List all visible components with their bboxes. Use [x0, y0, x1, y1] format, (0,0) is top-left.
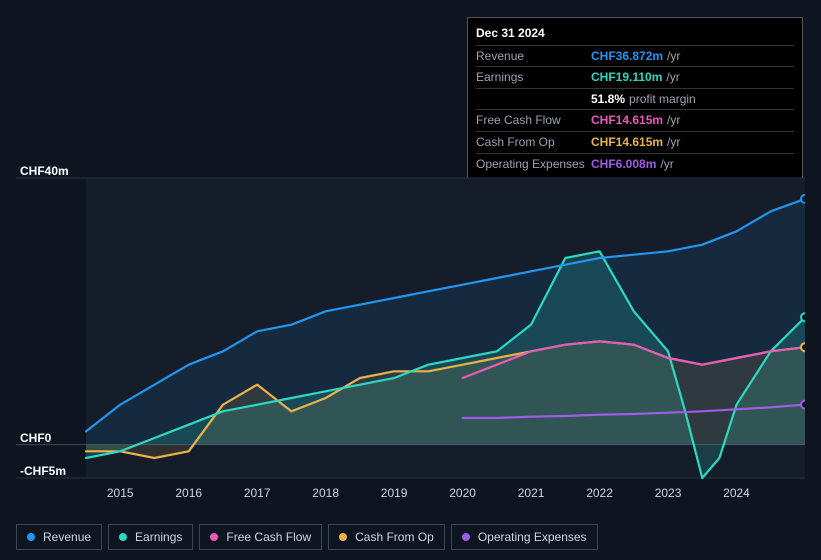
tooltip-row-label [476, 90, 591, 109]
legend-label: Revenue [43, 530, 91, 544]
tooltip-row: EarningsCHF19.110m/yr [476, 66, 794, 88]
x-axis-label: 2024 [723, 486, 750, 500]
tooltip-row-value: 51.8% [591, 90, 625, 109]
legend-swatch [27, 533, 35, 541]
tooltip-row-label: Free Cash Flow [476, 111, 591, 130]
tooltip-row-unit: /yr [667, 47, 680, 66]
x-axis-label: 2015 [107, 486, 134, 500]
chart-legend: Revenue Earnings Free Cash Flow Cash From O… [16, 524, 598, 550]
tooltip-row-label: Revenue [476, 47, 591, 66]
tooltip-row: RevenueCHF36.872m/yr [476, 45, 794, 67]
tooltip-row-value: CHF36.872m [591, 47, 663, 66]
tooltip-row-value: CHF19.110m [591, 68, 662, 87]
legend-swatch [462, 533, 470, 541]
legend-label: Operating Expenses [478, 530, 587, 544]
tooltip-row-value: CHF14.615m [591, 133, 663, 152]
x-axis-label: 2020 [449, 486, 476, 500]
legend-item-revenue[interactable]: Revenue [16, 524, 102, 550]
legend-swatch [210, 533, 218, 541]
y-axis-label: CHF0 [20, 431, 51, 445]
x-axis-label: 2023 [655, 486, 682, 500]
legend-item-earnings[interactable]: Earnings [108, 524, 193, 550]
legend-item-fcf[interactable]: Free Cash Flow [199, 524, 322, 550]
legend-swatch [119, 533, 127, 541]
line-chart[interactable]: CHF40m CHF0 -CHF5m 2015 2016 2017 2018 2019 202… [16, 160, 805, 520]
chart-tooltip: Dec 31 2024 RevenueCHF36.872m/yrEarnings… [467, 17, 803, 181]
x-axis-label: 2022 [586, 486, 613, 500]
x-axis-label: 2017 [244, 486, 271, 500]
x-axis-label: 2018 [312, 486, 339, 500]
x-axis-label: 2019 [381, 486, 408, 500]
tooltip-row: Cash From OpCHF14.615m/yr [476, 131, 794, 153]
legend-label: Cash From Op [355, 530, 434, 544]
y-axis-label: CHF40m [20, 164, 69, 178]
tooltip-row-label: Earnings [476, 68, 591, 87]
tooltip-row: 51.8%profit margin [476, 88, 794, 110]
legend-item-cfo[interactable]: Cash From Op [328, 524, 445, 550]
tooltip-row-unit: profit margin [629, 90, 696, 109]
legend-label: Free Cash Flow [226, 530, 311, 544]
x-axis-label: 2021 [518, 486, 545, 500]
tooltip-row-unit: /yr [667, 111, 680, 130]
tooltip-row-value: CHF14.615m [591, 111, 663, 130]
tooltip-row-unit: /yr [666, 68, 679, 87]
y-axis-label: -CHF5m [20, 464, 66, 478]
legend-item-opex[interactable]: Operating Expenses [451, 524, 598, 550]
tooltip-row-label: Cash From Op [476, 133, 591, 152]
chart-widget: { "tooltip": { "date": "Dec 31 2024", "l… [0, 0, 821, 560]
tooltip-row-unit: /yr [667, 133, 680, 152]
x-axis-label: 2016 [175, 486, 202, 500]
legend-label: Earnings [135, 530, 182, 544]
tooltip-row: Free Cash FlowCHF14.615m/yr [476, 109, 794, 131]
tooltip-date: Dec 31 2024 [476, 24, 794, 43]
legend-swatch [339, 533, 347, 541]
